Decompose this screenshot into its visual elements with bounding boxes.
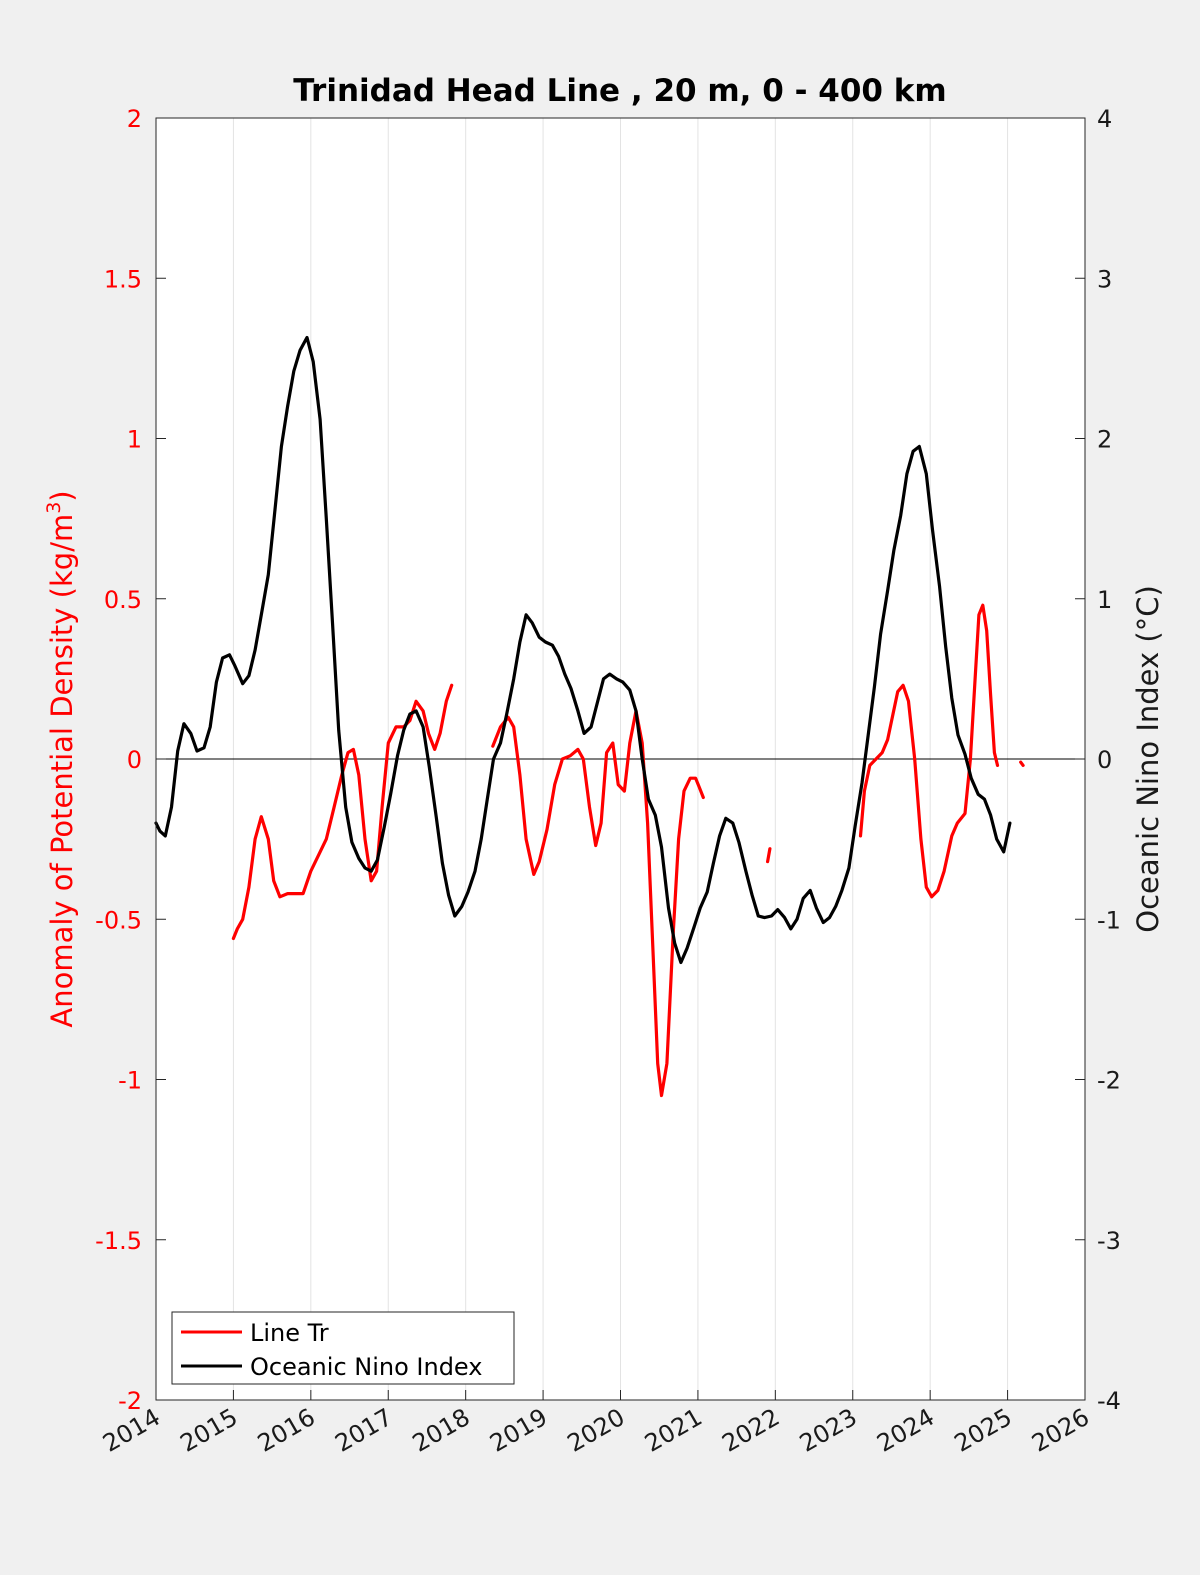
left-tick-label: 1.5 (104, 265, 142, 293)
right-tick-label: 0 (1097, 746, 1112, 774)
series-layer (154, 335, 1025, 1098)
left-tick-label: -1 (118, 1067, 142, 1095)
right-tick-label: 3 (1097, 265, 1112, 293)
series-line-tr-segment (491, 709, 705, 1098)
left-tick-label: -1.5 (95, 1227, 142, 1255)
series-line-tr-segment (766, 847, 772, 864)
legend-box (171, 1311, 515, 1385)
right-tick-label: -3 (1097, 1227, 1121, 1255)
left-tick-label: -2 (118, 1387, 142, 1415)
right-tick-label: -1 (1097, 906, 1121, 934)
left-tick-label: 1 (127, 426, 142, 454)
legend-label-oni: Oceanic Nino Index (250, 1353, 482, 1381)
left-axis-label: Anomaly of Potential Density (kg/m3) (43, 490, 79, 1027)
series-line-tr-segment (858, 603, 1000, 899)
right-tick-label: -4 (1097, 1387, 1121, 1415)
left-tick-label: 0.5 (104, 586, 142, 614)
right-axis-label: Oceanic Nino Index (°C) (1131, 585, 1165, 933)
series-oceanic-nino-index (154, 335, 1012, 965)
series-line-tr-segment (231, 683, 454, 941)
left-tick-label: 2 (127, 105, 142, 133)
right-axis-ticks: 4 3 2 1 0 -1 -2 -3 -4 (1075, 105, 1121, 1415)
chart-title: Trinidad Head Line , 20 m, 0 - 400 km (293, 73, 946, 109)
left-tick-label: -0.5 (95, 906, 142, 934)
left-tick-label: 0 (127, 746, 142, 774)
legend: Line Tr Oceanic Nino Index (171, 1311, 515, 1385)
right-tick-label: 2 (1097, 426, 1112, 454)
left-axis-ticks: 2 1.5 1 0.5 0 -0.5 -1 -1.5 -2 (95, 105, 166, 1415)
legend-label-line-tr: Line Tr (250, 1319, 329, 1347)
series-line-tr-segment (1019, 760, 1025, 767)
right-tick-label: 1 (1097, 586, 1112, 614)
right-tick-label: 4 (1097, 105, 1112, 133)
right-tick-label: -2 (1097, 1067, 1121, 1095)
